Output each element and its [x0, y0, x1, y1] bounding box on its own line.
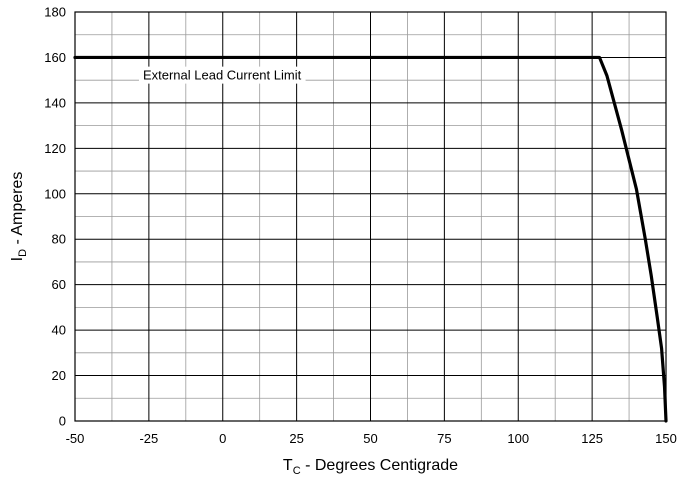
- y-axis-label: ID - Amperes: [9, 172, 29, 262]
- y-tick-label: 180: [44, 5, 66, 20]
- x-tick-labels: -50 -25 0 25 50 75 100 125 150: [66, 431, 677, 446]
- x-axis-label-sub: C: [293, 465, 301, 477]
- x-tick-label: 100: [507, 431, 529, 446]
- annotations: External Lead Current Limit: [138, 66, 306, 84]
- x-tick-label: 125: [581, 431, 603, 446]
- x-tick-label: -50: [66, 431, 85, 446]
- x-tick-label: 25: [289, 431, 303, 446]
- x-axis-label-rest: - Degrees Centigrade: [301, 457, 459, 474]
- y-tick-label: 100: [44, 186, 66, 201]
- series-line: [73, 55, 668, 423]
- y-axis-label-rest: - Amperes: [9, 172, 26, 249]
- annotation-background: [138, 66, 306, 84]
- y-tick-label: 160: [44, 50, 66, 65]
- x-tick-label: 150: [655, 431, 677, 446]
- x-axis-label: TC - Degrees Centigrade: [283, 457, 458, 477]
- y-tick-label: 120: [44, 141, 66, 156]
- series-group: [73, 55, 668, 423]
- x-tick-label: 75: [437, 431, 451, 446]
- y-axis-label-sub: D: [17, 249, 29, 257]
- y-tick-label: 140: [44, 95, 66, 110]
- x-tick-label: 50: [363, 431, 377, 446]
- plot-frame: [74, 11, 667, 422]
- y-tick-label: 0: [59, 414, 66, 429]
- y-axis-label-main: I: [9, 257, 26, 261]
- y-tick-labels: 0 20 40 60 80 100 120 140 160 180: [44, 5, 66, 429]
- y-tick-label: 20: [52, 368, 66, 383]
- annotation-label: External Lead Current Limit: [143, 68, 302, 83]
- y-tick-label: 40: [52, 323, 66, 338]
- x-axis-label-main: T: [283, 457, 293, 474]
- x-tick-label: 0: [219, 431, 226, 446]
- x-tick-label: -25: [139, 431, 158, 446]
- y-tick-label: 80: [52, 232, 66, 247]
- y-tick-label: 60: [52, 277, 66, 292]
